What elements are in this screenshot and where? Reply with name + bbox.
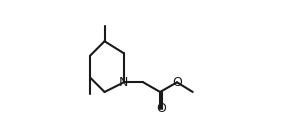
Text: O: O (172, 76, 182, 89)
Text: N: N (119, 76, 129, 89)
Text: O: O (156, 102, 166, 115)
